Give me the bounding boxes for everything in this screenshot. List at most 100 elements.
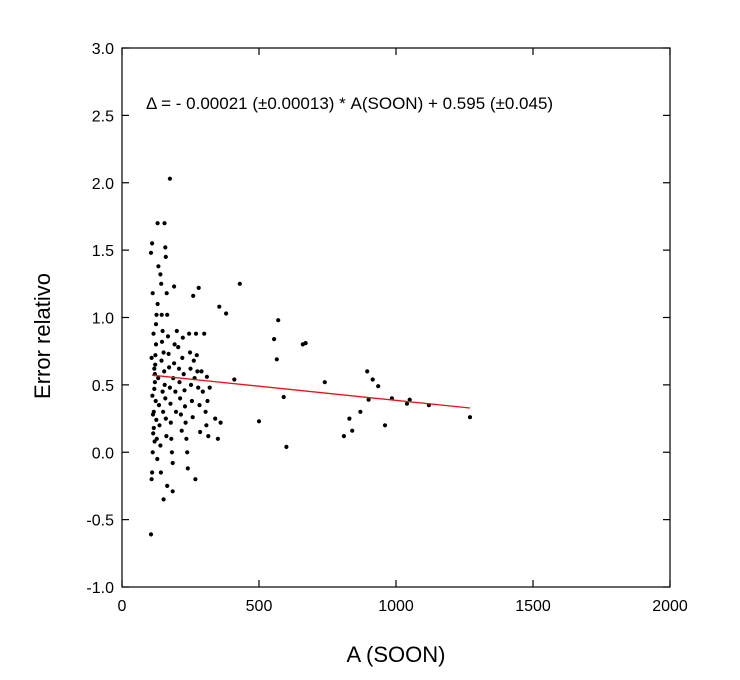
data-point [191,293,196,298]
data-point [224,311,229,316]
data-point [274,357,279,362]
data-point [172,361,177,366]
x-axis-title: A (SOON) [346,642,445,667]
data-point [169,450,174,455]
data-point [170,489,175,494]
data-point [153,322,159,327]
data-point [156,403,162,408]
data-point [148,250,154,255]
data-point [196,285,201,290]
data-point [467,415,473,420]
data-point [167,365,172,370]
data-point [188,382,194,387]
data-point [204,374,209,379]
data-point [176,345,181,350]
data-point [153,398,158,404]
data-point [150,470,155,475]
data-point [153,362,158,367]
data-point [158,443,163,448]
data-point [194,353,199,358]
data-point [162,221,167,226]
data-point [284,444,289,449]
data-point [206,434,211,439]
data-point [180,355,185,360]
data-point [217,304,222,309]
data-point [347,416,352,421]
data-point [174,328,179,334]
fit-line [152,374,471,409]
data-point [204,423,209,428]
data-point [184,436,189,441]
data-point [198,429,203,435]
data-point [151,331,156,336]
data-point [159,358,164,363]
y-tick-label: 2.5 [92,108,114,125]
data-point [149,355,154,360]
data-point [163,396,168,401]
data-point [178,412,183,417]
data-point [151,431,156,436]
data-point [154,312,159,317]
y-tick-label: 0.5 [92,378,114,395]
data-point [180,335,185,340]
data-point [341,434,346,439]
data-point [187,350,193,355]
data-point [170,460,175,466]
data-point [152,386,157,391]
data-point [182,388,187,393]
data-point [150,291,155,296]
data-point [161,497,166,502]
data-point [156,264,161,269]
data-point [162,369,167,374]
y-tick-label: 1.5 [92,243,114,260]
data-point [203,409,208,414]
data-point [152,439,157,444]
data-point [160,328,165,334]
data-point [163,254,168,259]
fit-line-group [152,374,471,409]
data-point [165,312,170,317]
data-point [155,221,160,226]
data-point [153,342,159,347]
data-point [191,358,196,363]
x-tick-label: 1000 [378,598,414,615]
data-point [158,470,163,475]
data-point [213,416,218,421]
data-point [404,401,410,406]
data-point [189,398,194,404]
data-point [303,341,308,346]
data-point [161,350,166,355]
data-point [168,420,173,425]
data-point [370,377,375,382]
data-point [196,385,201,390]
data-point [176,366,182,371]
data-point [177,380,182,385]
data-point [350,428,355,433]
data-point [173,389,178,394]
data-point [157,423,162,428]
data-point [232,377,237,382]
data-point [166,351,171,356]
data-point [154,417,159,422]
data-point [183,420,188,425]
y-tick-label: 3.0 [92,41,114,58]
data-point [182,404,188,409]
data-point [169,436,174,441]
data-point [178,396,183,401]
data-point [376,384,381,389]
data-point [382,423,388,428]
data-point [152,380,157,385]
data-point [163,245,168,250]
data-point [200,389,205,394]
data-point [193,477,198,482]
data-point [159,281,164,286]
data-point [358,409,363,414]
data-point [190,415,195,420]
data-point [149,477,154,482]
y-axis-title: Error relativo [30,273,55,399]
data-point [407,397,412,402]
data-point [256,419,262,424]
data-point [150,412,156,417]
data-point [152,366,157,371]
